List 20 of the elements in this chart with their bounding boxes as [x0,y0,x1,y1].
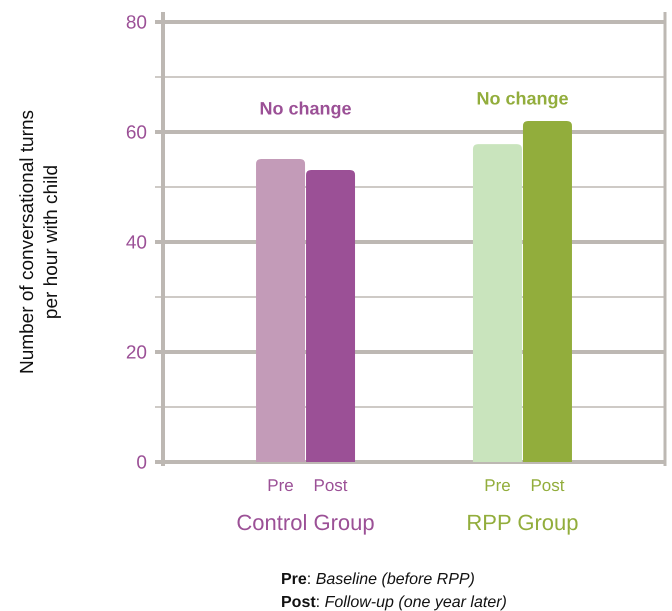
y-tick-label: 80 [126,12,147,34]
y-tick-label: 40 [126,232,147,254]
y-tick-label: 0 [136,452,147,474]
x-tick-label: Control Group [236,510,375,535]
annotation: No change [260,98,352,118]
y-tick-label: 20 [126,342,147,364]
series-label: Pre [267,476,294,495]
text: Pre: Baseline (before RPP) [281,571,475,588]
y-tick-label: 60 [126,122,147,144]
bar [306,170,356,462]
x-tick-label: RPP Group [466,510,579,535]
bar [522,121,572,462]
bar [256,158,306,462]
annotation: No change [476,88,568,108]
text: Pre [484,476,511,495]
series-label: Post [314,476,348,495]
text: Post: Follow-up (one year later) [281,594,507,611]
text: Post [530,476,564,495]
y-axis-title: Number of conversational turns per hour with child [17,110,62,374]
bar [472,144,522,462]
